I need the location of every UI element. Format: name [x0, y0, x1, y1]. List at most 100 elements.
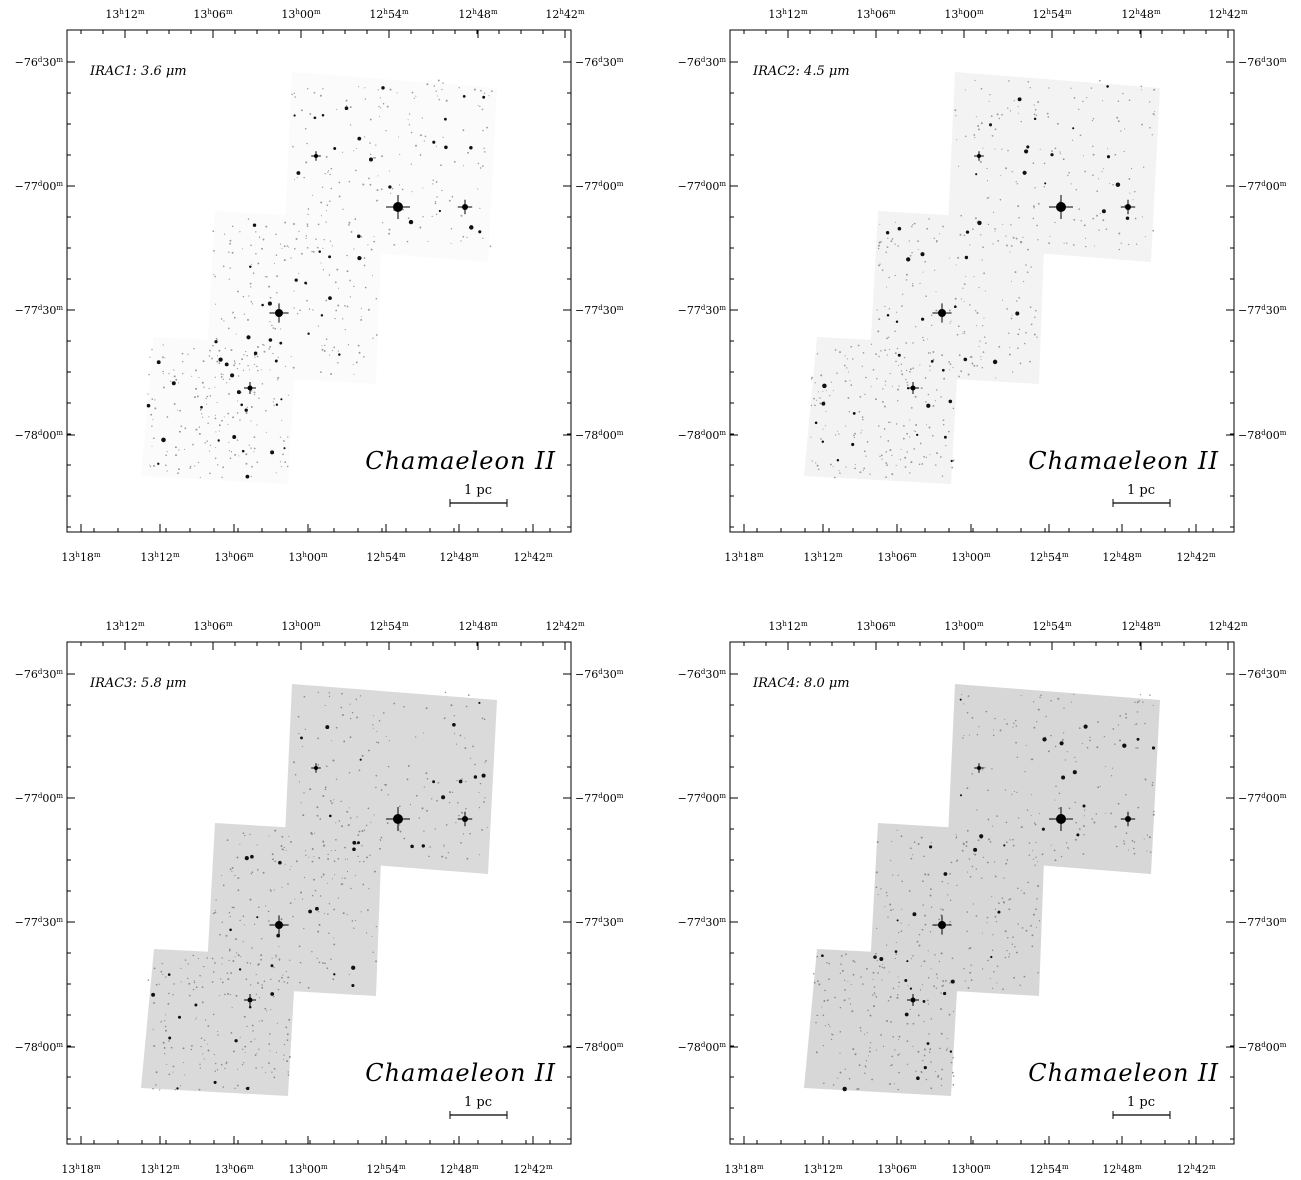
- faint-source: [1065, 842, 1068, 844]
- faint-source: [294, 96, 296, 98]
- faint-source: [419, 154, 422, 156]
- faint-source: [424, 135, 427, 138]
- faint-source: [873, 1005, 875, 1008]
- faint-source: [329, 200, 331, 203]
- faint-source: [941, 354, 944, 357]
- faint-source: [272, 401, 274, 403]
- faint-source: [388, 232, 391, 235]
- faint-source: [940, 1032, 943, 1035]
- faint-source: [1082, 155, 1085, 157]
- faint-source: [230, 1032, 233, 1034]
- faint-source: [1152, 113, 1155, 115]
- star: [214, 340, 218, 344]
- faint-source: [220, 1063, 223, 1066]
- faint-source: [1018, 217, 1020, 219]
- faint-source: [905, 378, 907, 381]
- faint-source: [941, 985, 944, 987]
- faint-source: [293, 307, 295, 309]
- top-tick-label: 13h06m: [856, 620, 896, 633]
- faint-source: [1029, 360, 1031, 363]
- faint-source: [876, 309, 878, 311]
- faint-source: [406, 240, 409, 243]
- faint-source: [1148, 836, 1151, 839]
- faint-source: [969, 971, 972, 974]
- bottom-tick-label: 13h12m: [140, 551, 180, 564]
- star: [151, 992, 156, 997]
- faint-source: [980, 877, 983, 879]
- faint-source: [433, 85, 436, 87]
- faint-source: [214, 1070, 216, 1072]
- faint-source: [455, 743, 457, 745]
- faint-source: [906, 381, 908, 384]
- faint-source: [359, 695, 362, 697]
- faint-source: [917, 240, 919, 242]
- faint-source: [869, 1047, 871, 1049]
- band-label: IRAC1: 3.6 μm: [89, 64, 187, 79]
- faint-source: [331, 802, 333, 805]
- faint-source: [170, 380, 172, 382]
- faint-source: [477, 105, 479, 107]
- faint-source: [1093, 821, 1096, 824]
- faint-source: [1063, 242, 1065, 244]
- faint-source: [285, 970, 287, 973]
- faint-source: [1032, 701, 1035, 703]
- faint-source: [1084, 170, 1086, 173]
- faint-source: [380, 789, 383, 791]
- faint-source: [407, 217, 410, 220]
- faint-source: [994, 228, 996, 230]
- faint-source: [283, 259, 286, 262]
- faint-source: [885, 251, 887, 254]
- faint-source: [1007, 149, 1009, 152]
- faint-source: [236, 856, 239, 859]
- faint-source: [419, 134, 422, 137]
- faint-source: [253, 447, 256, 450]
- faint-source: [1101, 171, 1103, 173]
- faint-source: [996, 982, 998, 984]
- faint-source: [348, 771, 351, 774]
- faint-source: [350, 887, 352, 890]
- faint-source: [189, 465, 192, 468]
- object-name: Chamaeleon II: [1028, 447, 1219, 475]
- faint-source: [313, 91, 316, 94]
- faint-source: [889, 996, 892, 998]
- faint-source: [1005, 244, 1008, 247]
- faint-source: [378, 719, 381, 722]
- faint-source: [219, 933, 221, 936]
- faint-source: [904, 466, 907, 468]
- faint-source: [1128, 243, 1130, 246]
- scale-bar-label: 1 pc: [464, 1095, 492, 1110]
- faint-source: [1058, 792, 1061, 795]
- faint-source: [460, 240, 462, 242]
- star: [822, 383, 827, 389]
- faint-source: [984, 290, 986, 292]
- faint-source: [209, 395, 212, 397]
- faint-source: [948, 309, 951, 312]
- faint-source: [402, 208, 404, 211]
- faint-source: [237, 290, 239, 293]
- faint-source: [1037, 971, 1039, 974]
- star: [1044, 182, 1047, 185]
- faint-source: [969, 244, 971, 246]
- faint-source: [272, 858, 274, 861]
- faint-source: [824, 425, 826, 427]
- star: [469, 146, 473, 150]
- bottom-tick-label: 13h06m: [877, 1163, 917, 1176]
- faint-source: [354, 218, 357, 220]
- faint-source: [942, 984, 945, 986]
- faint-source: [963, 234, 966, 237]
- faint-source: [967, 695, 970, 697]
- faint-source: [457, 801, 459, 804]
- faint-source: [281, 420, 283, 422]
- faint-source: [972, 903, 975, 905]
- faint-source: [900, 922, 902, 924]
- star: [1059, 741, 1064, 746]
- faint-source: [1028, 854, 1031, 857]
- faint-source: [370, 821, 372, 823]
- star: [356, 234, 361, 239]
- faint-source: [970, 964, 972, 966]
- faint-source: [221, 419, 223, 422]
- faint-source: [1089, 739, 1091, 742]
- faint-source: [930, 314, 933, 317]
- star: [873, 955, 877, 959]
- faint-source: [341, 714, 344, 716]
